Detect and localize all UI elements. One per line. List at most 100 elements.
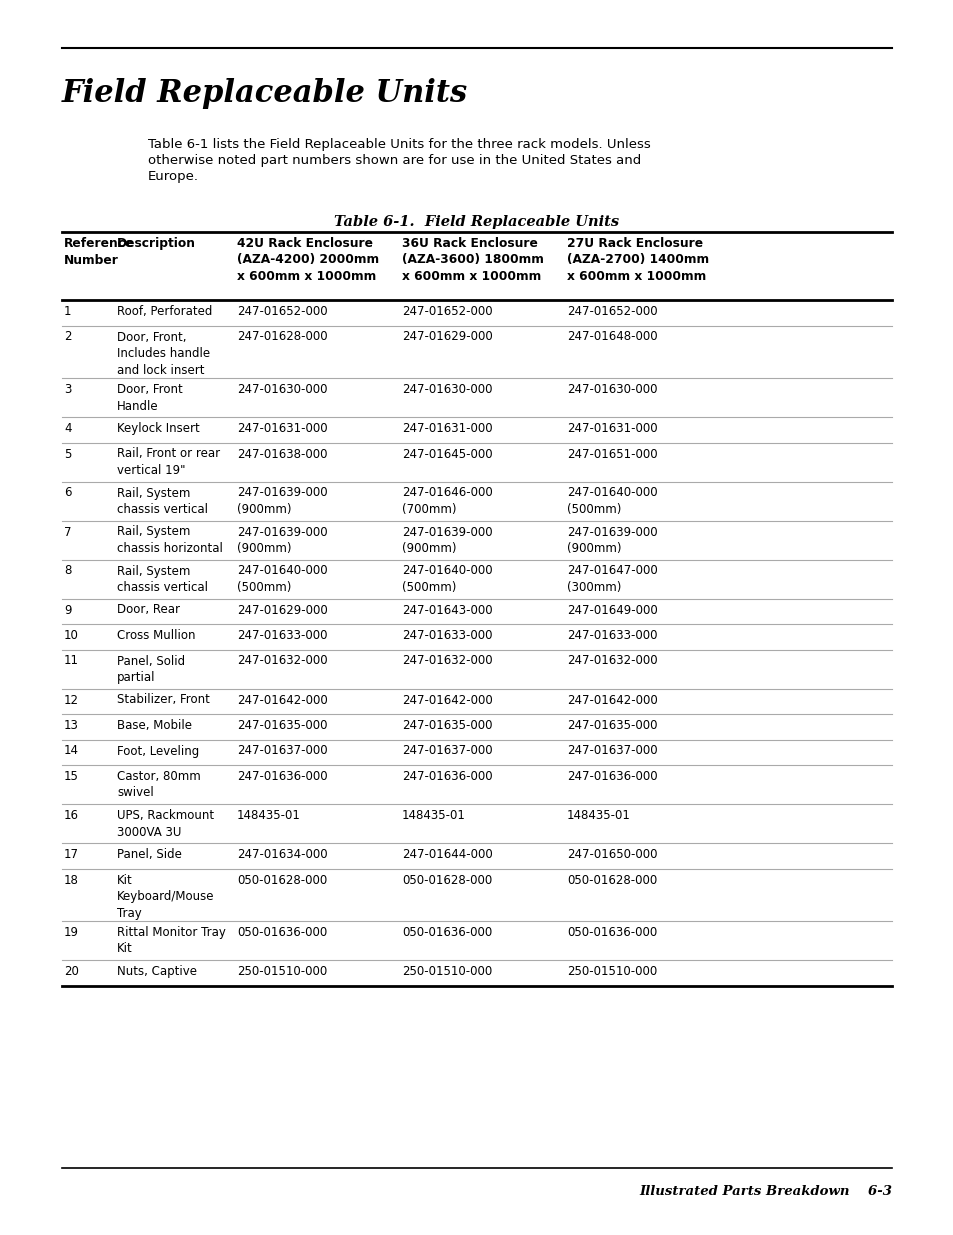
Text: 247-01628-000: 247-01628-000 [236,331,327,343]
Text: Keylock Insert: Keylock Insert [117,422,199,435]
Text: Illustrated Parts Breakdown    6-3: Illustrated Parts Breakdown 6-3 [639,1186,891,1198]
Text: 247-01644-000: 247-01644-000 [401,848,493,861]
Text: 247-01631-000: 247-01631-000 [236,422,327,435]
Text: Description: Description [117,237,195,249]
Text: 050-01628-000: 050-01628-000 [401,873,492,887]
Text: UPS, Rackmount
3000VA 3U: UPS, Rackmount 3000VA 3U [117,809,213,839]
Text: 247-01642-000: 247-01642-000 [401,694,493,706]
Text: 148435-01: 148435-01 [566,809,630,823]
Text: 247-01639-000
(900mm): 247-01639-000 (900mm) [236,526,327,555]
Text: 247-01652-000: 247-01652-000 [401,305,492,317]
Text: 247-01646-000
(700mm): 247-01646-000 (700mm) [401,487,493,516]
Text: 247-01647-000
(300mm): 247-01647-000 (300mm) [566,564,657,594]
Text: 247-01630-000: 247-01630-000 [236,383,327,396]
Text: 247-01642-000: 247-01642-000 [236,694,328,706]
Text: 050-01636-000: 050-01636-000 [401,926,492,939]
Text: 36U Rack Enclosure
(AZA-3600) 1800mm
x 600mm x 1000mm: 36U Rack Enclosure (AZA-3600) 1800mm x 6… [401,237,543,283]
Text: 247-01652-000: 247-01652-000 [566,305,657,317]
Text: 247-01640-000
(500mm): 247-01640-000 (500mm) [236,564,327,594]
Text: 050-01636-000: 050-01636-000 [566,926,657,939]
Text: 10: 10 [64,629,79,642]
Text: Panel, Solid
partial: Panel, Solid partial [117,655,185,684]
Text: 247-01629-000: 247-01629-000 [236,604,328,616]
Text: 247-01633-000: 247-01633-000 [401,629,492,642]
Text: Door, Front,
Includes handle
and lock insert: Door, Front, Includes handle and lock in… [117,331,210,377]
Text: Field Replaceable Units: Field Replaceable Units [62,78,468,109]
Text: Rail, System
chassis vertical: Rail, System chassis vertical [117,564,208,594]
Text: 27U Rack Enclosure
(AZA-2700) 1400mm
x 600mm x 1000mm: 27U Rack Enclosure (AZA-2700) 1400mm x 6… [566,237,708,283]
Text: 9: 9 [64,604,71,616]
Text: 1: 1 [64,305,71,317]
Text: Rail, Front or rear
vertical 19": Rail, Front or rear vertical 19" [117,447,220,477]
Text: 247-01631-000: 247-01631-000 [566,422,657,435]
Text: 247-01632-000: 247-01632-000 [401,655,492,667]
Text: 247-01640-000
(500mm): 247-01640-000 (500mm) [401,564,492,594]
Text: 247-01637-000: 247-01637-000 [566,745,657,757]
Text: 13: 13 [64,719,79,732]
Text: Table 6-1.  Field Replaceable Units: Table 6-1. Field Replaceable Units [335,215,618,228]
Text: 3: 3 [64,383,71,396]
Text: 15: 15 [64,769,79,783]
Text: 148435-01: 148435-01 [236,809,300,823]
Text: Europe.: Europe. [148,170,199,183]
Text: 050-01628-000: 050-01628-000 [566,873,657,887]
Text: 247-01638-000: 247-01638-000 [236,447,327,461]
Text: 247-01637-000: 247-01637-000 [236,745,327,757]
Text: 17: 17 [64,848,79,861]
Text: Rittal Monitor Tray
Kit: Rittal Monitor Tray Kit [117,926,226,956]
Text: 12: 12 [64,694,79,706]
Text: 148435-01: 148435-01 [401,809,465,823]
Text: 247-01645-000: 247-01645-000 [401,447,492,461]
Text: Rail, System
chassis horizontal: Rail, System chassis horizontal [117,526,223,555]
Text: 42U Rack Enclosure
(AZA-4200) 2000mm
x 600mm x 1000mm: 42U Rack Enclosure (AZA-4200) 2000mm x 6… [236,237,378,283]
Text: 11: 11 [64,655,79,667]
Text: 5: 5 [64,447,71,461]
Text: 247-01639-000
(900mm): 247-01639-000 (900mm) [566,526,657,555]
Text: 247-01640-000
(500mm): 247-01640-000 (500mm) [566,487,657,516]
Text: 247-01635-000: 247-01635-000 [566,719,657,732]
Text: 247-01633-000: 247-01633-000 [236,629,327,642]
Text: 247-01642-000: 247-01642-000 [566,694,657,706]
Text: 4: 4 [64,422,71,435]
Text: 247-01632-000: 247-01632-000 [236,655,327,667]
Text: 247-01630-000: 247-01630-000 [566,383,657,396]
Text: 247-01629-000: 247-01629-000 [401,331,493,343]
Text: Reference
Number: Reference Number [64,237,134,267]
Text: 247-01632-000: 247-01632-000 [566,655,657,667]
Text: 14: 14 [64,745,79,757]
Text: Cross Mullion: Cross Mullion [117,629,195,642]
Text: Stabilizer, Front: Stabilizer, Front [117,694,210,706]
Text: 250-01510-000: 250-01510-000 [566,965,657,978]
Text: 247-01639-000
(900mm): 247-01639-000 (900mm) [236,487,327,516]
Text: Roof, Perforated: Roof, Perforated [117,305,213,317]
Text: Foot, Leveling: Foot, Leveling [117,745,199,757]
Text: 050-01628-000: 050-01628-000 [236,873,327,887]
Text: 247-01636-000: 247-01636-000 [401,769,492,783]
Text: 247-01651-000: 247-01651-000 [566,447,657,461]
Text: 247-01636-000: 247-01636-000 [566,769,657,783]
Text: 247-01635-000: 247-01635-000 [236,719,327,732]
Text: 247-01635-000: 247-01635-000 [401,719,492,732]
Text: Panel, Side: Panel, Side [117,848,182,861]
Text: 247-01636-000: 247-01636-000 [236,769,327,783]
Text: 18: 18 [64,873,79,887]
Text: Table 6-1 lists the Field Replaceable Units for the three rack models. Unless: Table 6-1 lists the Field Replaceable Un… [148,138,650,151]
Text: 247-01630-000: 247-01630-000 [401,383,492,396]
Text: 250-01510-000: 250-01510-000 [236,965,327,978]
Text: 247-01637-000: 247-01637-000 [401,745,492,757]
Text: Kit
Keyboard/Mouse
Tray: Kit Keyboard/Mouse Tray [117,873,214,920]
Text: 247-01652-000: 247-01652-000 [236,305,327,317]
Text: 16: 16 [64,809,79,823]
Text: 050-01636-000: 050-01636-000 [236,926,327,939]
Text: Door, Rear: Door, Rear [117,604,180,616]
Text: 8: 8 [64,564,71,578]
Text: 250-01510-000: 250-01510-000 [401,965,492,978]
Text: otherwise noted part numbers shown are for use in the United States and: otherwise noted part numbers shown are f… [148,154,640,167]
Text: 19: 19 [64,926,79,939]
Text: 247-01649-000: 247-01649-000 [566,604,657,616]
Text: Castor, 80mm
swivel: Castor, 80mm swivel [117,769,200,799]
Text: Base, Mobile: Base, Mobile [117,719,192,732]
Text: Rail, System
chassis vertical: Rail, System chassis vertical [117,487,208,516]
Text: 247-01648-000: 247-01648-000 [566,331,657,343]
Text: 2: 2 [64,331,71,343]
